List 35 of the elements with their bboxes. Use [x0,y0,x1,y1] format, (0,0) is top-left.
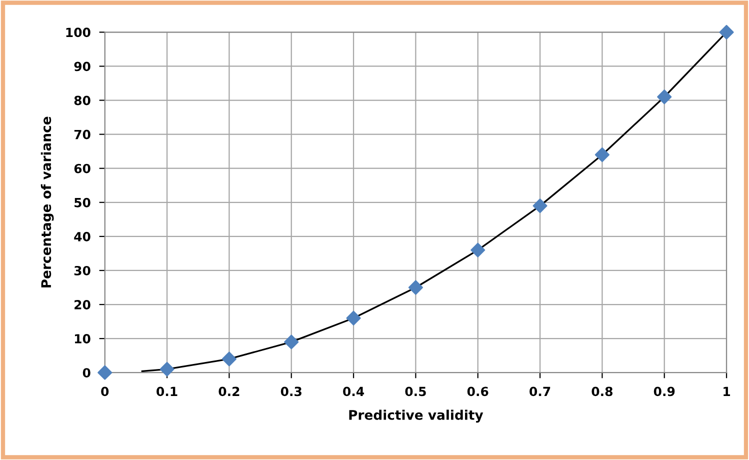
x-tick-label: 0.8 [592,386,612,396]
x-tick-label: 0.7 [530,386,550,396]
x-axis-title: Predictive validity [349,410,484,423]
y-tick-label: 10 [74,334,90,344]
y-tick-label: 90 [74,62,90,72]
point [160,362,174,376]
y-tick-label: 100 [66,28,90,38]
y-tick-label: 40 [74,232,90,242]
x-tick-label: 0.9 [654,386,675,396]
point [284,334,299,350]
point [346,310,361,326]
x-tick-label: 0.5 [405,386,426,396]
x-tick-label: 0.6 [467,386,488,396]
x-tick-label: 0.4 [343,386,364,396]
y-tick-label: 50 [74,198,90,208]
x-tick-label: 0.1 [156,386,178,396]
point [222,352,236,366]
y-tick-label: 20 [74,300,90,310]
y-tick-label: 60 [74,164,90,174]
y-tick-label: 70 [74,130,90,140]
y-tick-label: 0 [82,368,90,378]
x-tick-label: 0.3 [280,386,302,396]
y-axis-title: Percentage of variance [40,116,54,288]
x-tick-label: 0.2 [218,386,240,396]
point [408,280,423,295]
point [98,365,112,380]
y-tick-label: 80 [74,96,90,106]
y-tick-label: 30 [74,266,90,276]
point [657,90,672,104]
point [594,147,610,162]
point [719,24,734,40]
point [532,198,548,214]
x-tick-label: 1 [724,386,730,396]
point [470,242,486,258]
x-tick-label: 0 [101,386,109,396]
